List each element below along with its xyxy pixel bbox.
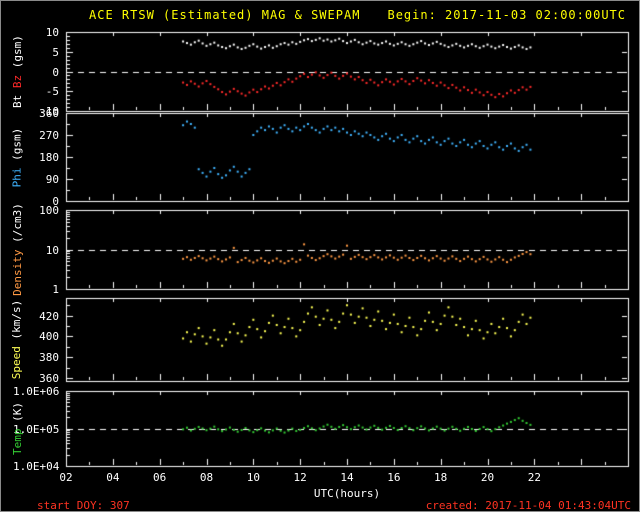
y-tick-label: 420 [39,309,59,323]
y-tick-label: 180 [39,151,59,164]
y-tick-label: 10 [45,243,59,257]
axis-label-segment: Phi [10,166,24,187]
y-tick-label: 10 [45,26,59,39]
panel-y-axis-label: Bt Bz (gsm) [5,32,29,111]
x-tick-label: 22 [527,471,541,484]
x-tick-label: 10 [246,471,260,484]
axis-label-segment: (gsm) [10,35,24,75]
y-tick-label: 1.0E+06 [13,385,60,398]
plot-title: ACE RTSW (Estimated) MAG & SWEPAM [89,8,361,22]
panel-y-axis-label-text: Bt Bz (gsm) [11,35,24,108]
axis-label-segment: (km/s) [10,299,24,347]
axis-label-segment: Bz [10,74,24,95]
y-tick-label: 0 [52,65,59,79]
y-tick-label: 90 [45,173,59,186]
y-tick-label: -5 [45,85,59,99]
y-tick-label: -10 [39,105,59,118]
x-tick-label: 06 [153,471,167,484]
axis-label-segment: Temp [10,428,24,456]
y-tick-label: 1.0E+05 [13,422,60,436]
x-tick-label: 16 [387,471,401,484]
panel-y-axis-label: Density (/cm3) [5,203,29,296]
panel-y-axis-label: Phi (gsm) [5,113,29,201]
panel-y-axis-label-text: Temp (K) [11,402,24,455]
y-tick-label: 360 [39,371,59,385]
x-tick-label: 20 [480,471,495,484]
x-tick-label: 14 [340,471,354,484]
axis-label-segment: (/cm3) [10,203,24,250]
y-tick-label: 0 [52,195,59,208]
start-doy-label: start DOY: 307 [37,499,130,512]
axis-label-segment: (gsm) [10,127,24,167]
x-tick-label: 02 [59,471,73,484]
panel-y-axis-label-text: Density (/cm3) [11,203,24,296]
y-tick-label: 100 [39,204,59,217]
x-tick-label: 08 [199,471,214,484]
x-axis-label: UTC(hours) [313,487,381,500]
x-tick-label: 18 [434,471,448,484]
y-tick-label: 360 [39,107,59,120]
y-tick-label: 1.0E+04 [13,460,60,473]
y-tick-label: 1 [52,283,59,296]
x-tick-label: 04 [106,471,120,484]
axis-label-segment: (K) [10,402,24,429]
x-tick-label: 12 [293,471,307,484]
y-tick-label: 400 [39,330,59,344]
panel-y-axis-label: Speed (km/s) [5,298,29,381]
panel-y-axis-label-text: Phi (gsm) [11,127,24,187]
y-tick-label: 380 [39,351,59,365]
panel-y-axis-label-text: Speed (km/s) [11,300,24,379]
axis-label-segment: Density [10,249,24,296]
begin-timestamp: Begin: 2017-11-03 02:00:00UTC [387,8,626,22]
created-timestamp: created: 2017-11-04 01:43:04UTC [425,499,631,512]
axis-label-segment: Bt [10,94,24,108]
y-tick-label: 270 [39,129,59,142]
y-tick-label: 5 [52,45,59,59]
axis-label-segment: Speed [10,346,24,380]
panel-y-axis-label: Temp (K) [5,391,29,466]
